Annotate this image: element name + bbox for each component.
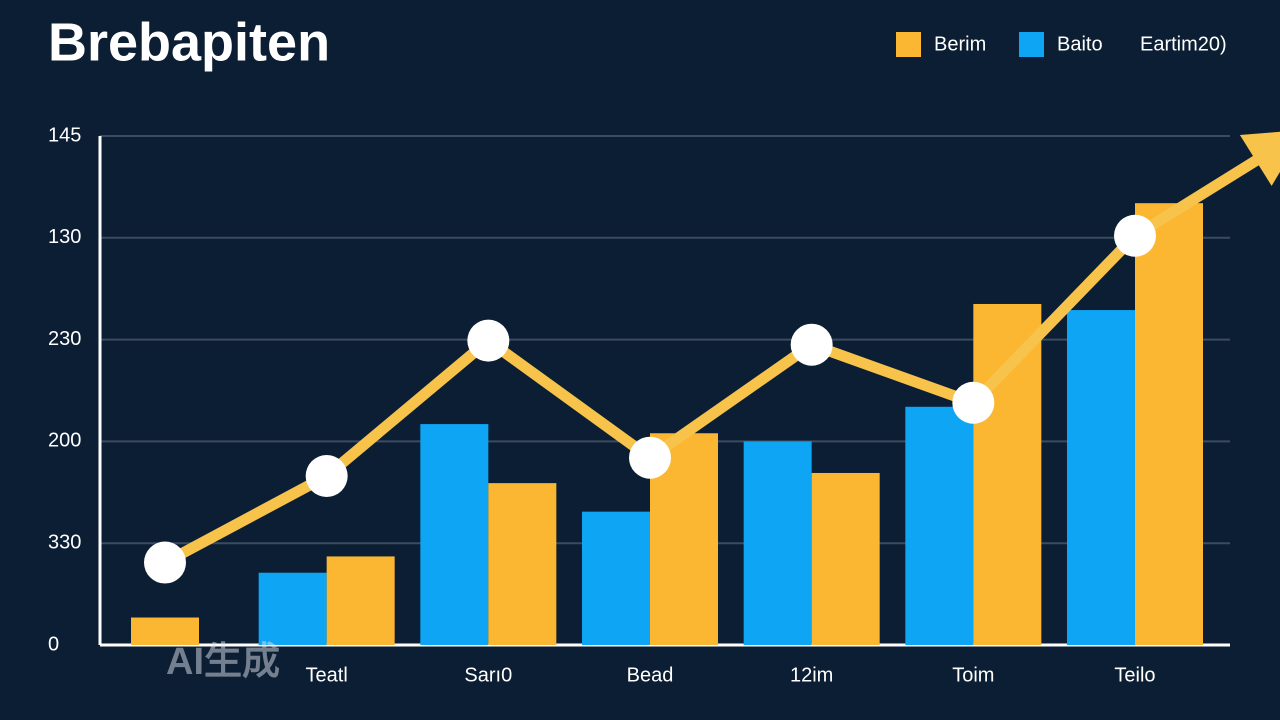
bar xyxy=(582,511,650,645)
line-marker xyxy=(790,323,833,366)
bar xyxy=(420,424,489,645)
bar xyxy=(488,483,557,645)
line-marker xyxy=(305,455,348,498)
x-tick-label: 12im xyxy=(790,664,833,686)
x-tick-label: Toim xyxy=(952,664,994,686)
legend-swatch xyxy=(896,32,921,57)
x-tick-label: Teatl xyxy=(306,664,348,686)
bar xyxy=(1135,203,1203,646)
line-marker xyxy=(467,319,510,362)
bar xyxy=(743,441,812,645)
line-marker xyxy=(144,541,186,584)
line-marker xyxy=(629,436,671,479)
y-tick-label: 130 xyxy=(48,226,81,248)
line-marker xyxy=(1114,214,1156,257)
legend-label: Berim xyxy=(934,33,986,55)
legend-label: Baito xyxy=(1057,33,1103,55)
y-tick-label: 145 xyxy=(48,124,81,146)
chart-title: Brebapiten xyxy=(48,12,330,72)
bar xyxy=(131,617,199,645)
y-tick-label: 200 xyxy=(48,430,81,452)
bar xyxy=(258,572,327,645)
line-marker xyxy=(952,381,995,424)
y-tick-label: 0 xyxy=(48,633,59,655)
trend-arrow-head xyxy=(1239,131,1280,186)
y-tick-label: 230 xyxy=(48,328,81,350)
bar xyxy=(973,303,1042,645)
legend-label: Eartim20) xyxy=(1140,33,1227,55)
bar xyxy=(326,556,395,645)
y-tick-label: 330 xyxy=(48,531,81,553)
bar xyxy=(1067,310,1135,645)
bar xyxy=(811,472,880,645)
x-tick-label: Teilo xyxy=(1114,664,1155,686)
watermark: AI生成 xyxy=(166,641,280,683)
x-tick-label: Bead xyxy=(627,664,674,686)
legend-swatch xyxy=(1019,32,1044,57)
bar xyxy=(905,406,974,645)
x-tick-label: Sarı0 xyxy=(464,664,512,686)
